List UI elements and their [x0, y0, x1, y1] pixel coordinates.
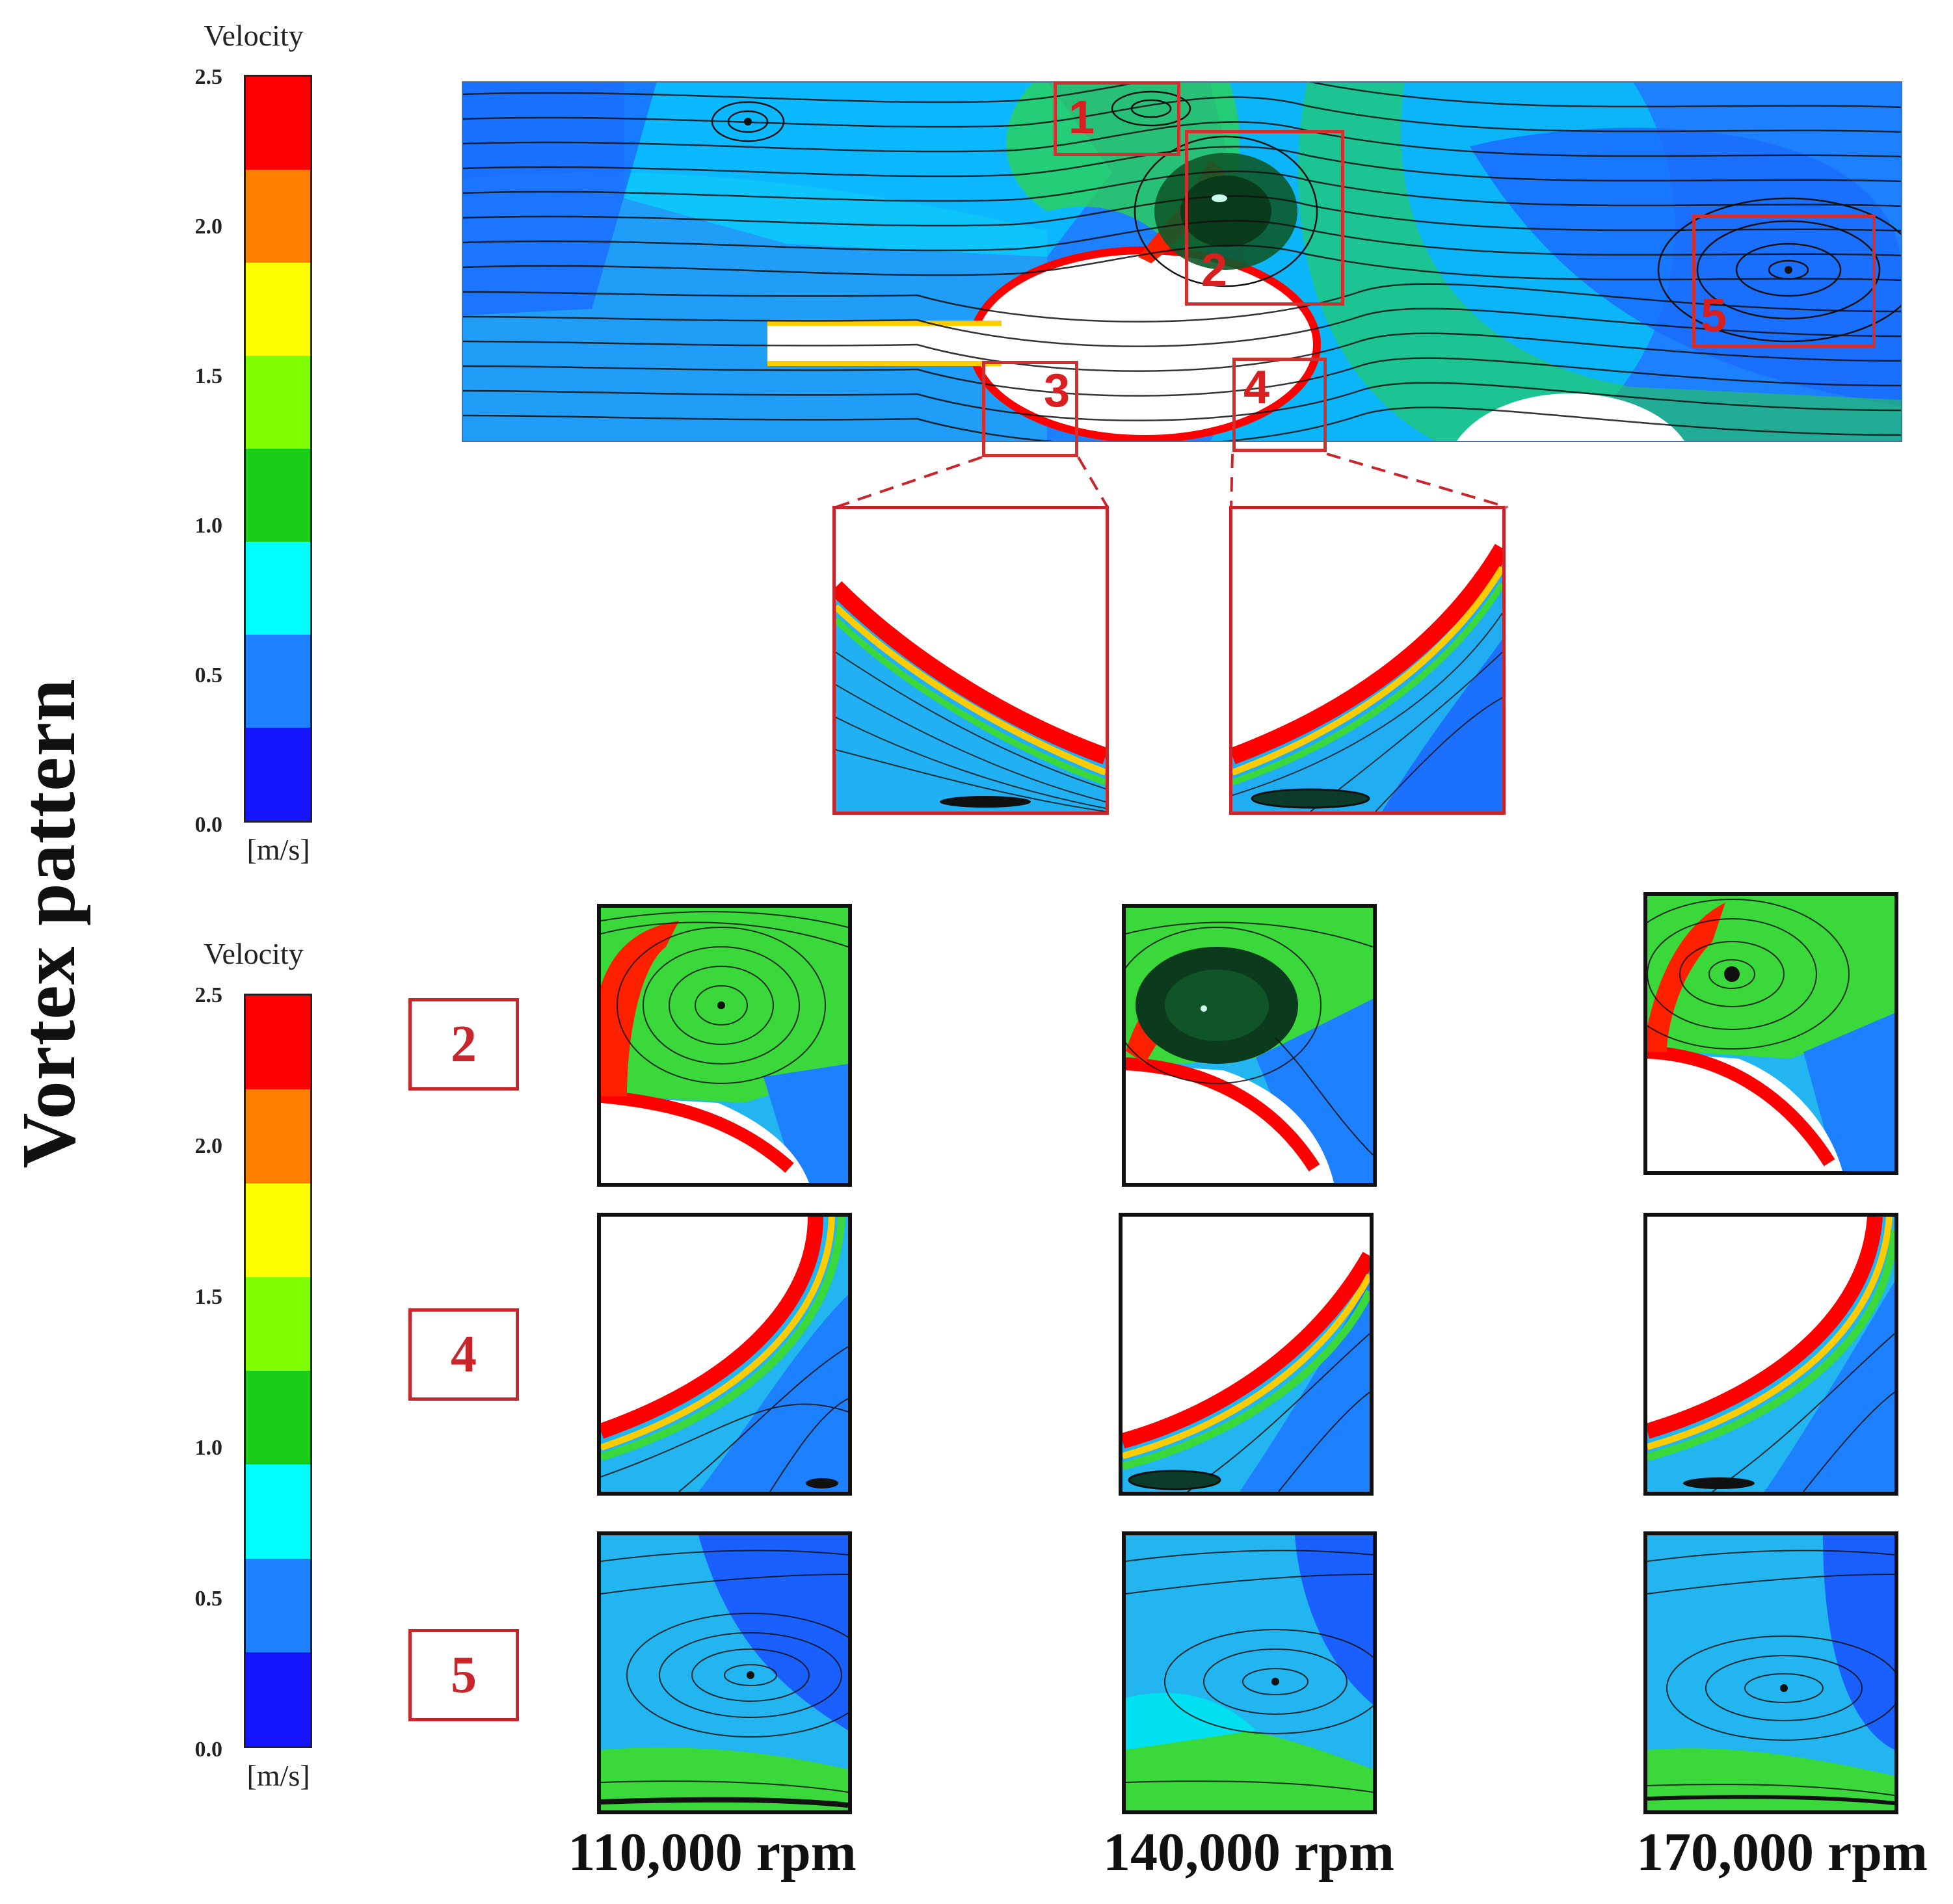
- panel-r5-c3: [1643, 1531, 1898, 1814]
- panel-r5-c1: [597, 1531, 852, 1814]
- panel-r5-c2: [1122, 1531, 1377, 1814]
- column-label-170000: 170,000 rpm: [1636, 1822, 1928, 1883]
- main-flow-svg: [462, 81, 1902, 442]
- region-box-5: 5: [1692, 215, 1876, 348]
- colorbar-bottom-tick-2-5: 2.5: [194, 983, 223, 1007]
- row-label-2: 2: [451, 1015, 477, 1073]
- streamline: [462, 382, 1902, 421]
- region-label-4: 4: [1243, 362, 1270, 414]
- streamline: [462, 195, 1902, 232]
- streamline: [462, 308, 1902, 347]
- colorbar-band: [246, 1652, 310, 1746]
- colorbar-bottom: [244, 994, 312, 1748]
- colorbar-band: [246, 1276, 310, 1371]
- colorbar-band: [246, 635, 310, 728]
- colorbar-band: [246, 1464, 310, 1559]
- colorbar-bottom-tick-1-0: 1.0: [194, 1436, 223, 1460]
- colorbar-bottom-tick-0-5: 0.5: [194, 1587, 223, 1611]
- zoom-inset-4-svg: [1232, 509, 1502, 812]
- colorbar-bottom-unit: [m/s]: [246, 1759, 310, 1792]
- row-label-box-4: 4: [408, 1308, 519, 1401]
- region-label-2: 2: [1201, 245, 1228, 297]
- region-box-3: 3: [982, 361, 1078, 457]
- row-label-box-2: 2: [408, 998, 519, 1091]
- streamline: [462, 406, 1902, 442]
- panel-r4-c2: [1119, 1213, 1374, 1496]
- colorbar-band: [246, 1558, 310, 1652]
- colorbar-top-unit: [m/s]: [246, 833, 310, 866]
- zoom-inset-3: [832, 506, 1109, 815]
- colorbar-top-tick-2-5: 2.5: [194, 65, 223, 89]
- region-box-4: 4: [1232, 358, 1327, 452]
- colorbar-band: [246, 449, 310, 542]
- streamline: [462, 170, 1902, 207]
- side-title: Vortex pattern: [6, 676, 91, 1170]
- streamline: [462, 283, 1902, 323]
- colorbar-bottom-tick-1-5: 1.5: [194, 1285, 223, 1309]
- zoom-inset-4: [1229, 506, 1506, 815]
- zoom-inset-3-svg: [836, 509, 1106, 812]
- colorbar-bottom-title: Velocity: [204, 937, 304, 970]
- colorbar-top-tick-0-5: 0.5: [194, 663, 223, 687]
- colorbar-bottom-tick-0-0: 0.0: [194, 1738, 223, 1762]
- colorbar-bottom-tick-2-0: 2.0: [194, 1134, 223, 1158]
- colorbar-band: [246, 1371, 310, 1465]
- region-box-2: 2: [1185, 130, 1344, 306]
- colorbar-top-tick-1-0: 1.0: [194, 514, 223, 538]
- panel-r2-c3: [1643, 892, 1898, 1175]
- side-title-text: Vortex pattern: [6, 678, 91, 1169]
- colorbar-band: [246, 263, 310, 356]
- column-label-140000: 140,000 rpm: [1103, 1822, 1394, 1883]
- row-label-4: 4: [451, 1325, 477, 1383]
- colorbar-band: [246, 1089, 310, 1183]
- streamline: [462, 357, 1902, 397]
- panel-r4-c3: [1643, 1213, 1898, 1496]
- colorbar-top: [244, 75, 312, 823]
- colorbar-top-title: Velocity: [204, 19, 304, 52]
- region-label-3: 3: [1044, 365, 1070, 417]
- main-flow-field: 1 2 3 4 5: [462, 81, 1902, 457]
- streamline: [462, 220, 1902, 257]
- colorbar-band: [246, 996, 310, 1090]
- zoom-connectors: [835, 453, 1508, 509]
- colorbar-top-tick-2-0: 2.0: [194, 215, 223, 239]
- panel-r2-c2: [1122, 904, 1377, 1187]
- colorbar-band: [246, 1183, 310, 1277]
- region-box-1: 1: [1054, 81, 1180, 156]
- streamline: [462, 332, 1902, 372]
- colorbar-top-tick-1-5: 1.5: [194, 364, 223, 388]
- region-label-1: 1: [1069, 92, 1095, 144]
- row-label-box-5: 5: [408, 1629, 519, 1721]
- streamline: [462, 81, 1902, 109]
- colorbar-band: [246, 356, 310, 449]
- colorbar-band: [246, 170, 310, 263]
- colorbar-band: [246, 77, 310, 170]
- colorbar-band: [246, 542, 310, 635]
- streamline: [462, 245, 1902, 282]
- region-label-5: 5: [1701, 290, 1727, 342]
- column-label-110000: 110,000 rpm: [568, 1822, 857, 1883]
- streamline: [462, 146, 1902, 183]
- row-label-5: 5: [451, 1646, 477, 1704]
- streamline: [462, 121, 1902, 158]
- colorbar-top-tick-0-0: 0.0: [194, 813, 223, 837]
- panel-r4-c1: [597, 1213, 852, 1496]
- colorbar-band: [246, 728, 310, 821]
- panel-r2-c1: [597, 904, 852, 1187]
